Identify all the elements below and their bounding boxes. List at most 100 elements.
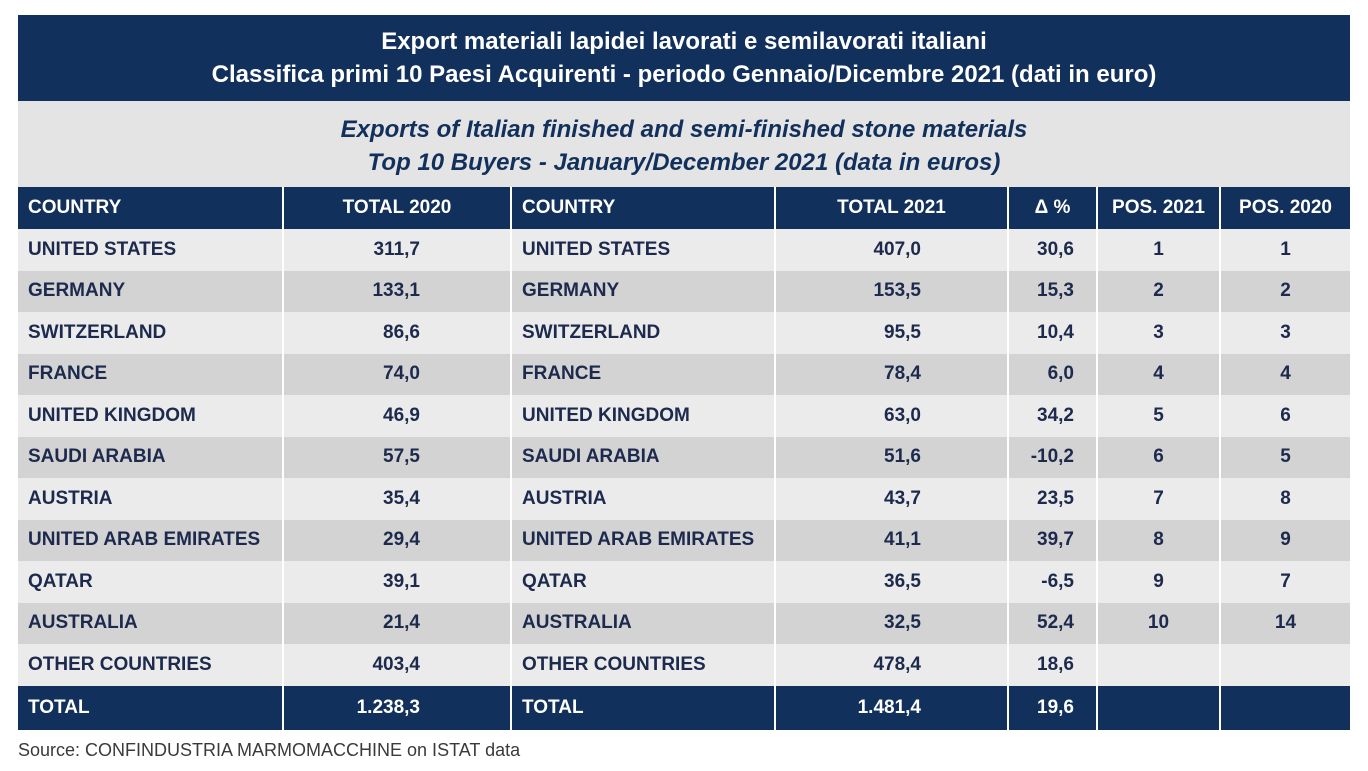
cell-pos-2021: 2 — [1096, 270, 1220, 312]
cell-country-2021: UNITED STATES — [510, 229, 775, 271]
table-row: QATAR 39,1 QATAR 36,5 -6,5 9 7 — [18, 561, 1350, 603]
buyers-table: COUNTRY TOTAL 2020 COUNTRY TOTAL 2021 Δ … — [18, 187, 1350, 730]
cell-pos-2021: 9 — [1096, 561, 1220, 603]
table-row: OTHER COUNTRIES 403,4 OTHER COUNTRIES 478,4… — [18, 644, 1350, 686]
cell-delta: 23,5 — [1007, 478, 1097, 520]
total-cell-pos-2020 — [1219, 685, 1350, 730]
table-row: SAUDI ARABIA 57,5 SAUDI ARABIA 51,6 -10,2 6 5 — [18, 436, 1350, 478]
english-title-line2: Top 10 Buyers - January/December 2021 (d… — [367, 149, 1001, 176]
cell-pos-2021: 5 — [1096, 395, 1220, 437]
cell-pos-2020: 14 — [1219, 602, 1350, 644]
english-title-line1: Exports of Italian finished and semi-fin… — [340, 116, 1028, 143]
table-row: SWITZERLAND 86,6 SWITZERLAND 95,5 10,4 3 3 — [18, 312, 1350, 354]
cell-country-2020: AUSTRIA — [18, 478, 283, 520]
cell-pos-2020: 5 — [1219, 436, 1350, 478]
table-row: UNITED KINGDOM 46,9 UNITED KINGDOM 63,0 34,2… — [18, 395, 1350, 437]
cell-total-2021: 63,0 — [774, 395, 1008, 437]
cell-country-2021: AUSTRALIA — [510, 602, 775, 644]
cell-pos-2020: 6 — [1219, 395, 1350, 437]
total-cell-country-2021: TOTAL — [510, 685, 775, 730]
cell-delta: 39,7 — [1007, 519, 1097, 561]
cell-country-2020: UNITED KINGDOM — [18, 395, 283, 437]
cell-delta: 30,6 — [1007, 229, 1097, 271]
cell-total-2021: 78,4 — [774, 353, 1008, 395]
cell-country-2020: AUSTRALIA — [18, 602, 283, 644]
cell-total-2020: 39,1 — [282, 561, 511, 603]
cell-pos-2021: 8 — [1096, 519, 1220, 561]
cell-country-2020: SWITZERLAND — [18, 312, 283, 354]
header-country-2021: COUNTRY — [510, 187, 775, 229]
cell-country-2021: OTHER COUNTRIES — [510, 644, 775, 686]
cell-delta: 52,4 — [1007, 602, 1097, 644]
cell-total-2021: 51,6 — [774, 436, 1008, 478]
cell-pos-2021: 3 — [1096, 312, 1220, 354]
italian-title-block: Export materiali lapidei lavorati e semi… — [18, 15, 1350, 101]
table-row: UNITED ARAB EMIRATES 29,4 UNITED ARAB EMIR… — [18, 519, 1350, 561]
table-row: AUSTRIA 35,4 AUSTRIA 43,7 23,5 7 8 — [18, 478, 1350, 520]
cell-pos-2020: 4 — [1219, 353, 1350, 395]
cell-country-2021: SWITZERLAND — [510, 312, 775, 354]
cell-delta: 34,2 — [1007, 395, 1097, 437]
total-cell-pos-2021 — [1096, 685, 1220, 730]
header-delta: Δ % — [1007, 187, 1097, 229]
source-note: Source: CONFINDUSTRIA MARMOMACCHINE on I… — [18, 740, 521, 760]
cell-total-2021: 478,4 — [774, 644, 1008, 686]
table-row: GERMANY 133,1 GERMANY 153,5 15,3 2 2 — [18, 270, 1350, 312]
header-country-2020: COUNTRY — [18, 187, 283, 229]
cell-country-2020: SAUDI ARABIA — [18, 436, 283, 478]
table-row: AUSTRALIA 21,4 AUSTRALIA 32,5 52,4 10 14 — [18, 602, 1350, 644]
cell-country-2021: UNITED KINGDOM — [510, 395, 775, 437]
header-total-2021: TOTAL 2021 — [774, 187, 1008, 229]
cell-pos-2020: 8 — [1219, 478, 1350, 520]
cell-country-2021: SAUDI ARABIA — [510, 436, 775, 478]
cell-country-2021: UNITED ARAB EMIRATES — [510, 519, 775, 561]
cell-total-2020: 311,7 — [282, 229, 511, 271]
table-row: FRANCE 74,0 FRANCE 78,4 6,0 4 4 — [18, 353, 1350, 395]
cell-total-2020: 46,9 — [282, 395, 511, 437]
cell-country-2021: FRANCE — [510, 353, 775, 395]
total-cell-country-2020: TOTAL — [18, 685, 283, 730]
cell-pos-2020: 7 — [1219, 561, 1350, 603]
cell-total-2021: 153,5 — [774, 270, 1008, 312]
cell-country-2020: UNITED ARAB EMIRATES — [18, 519, 283, 561]
cell-country-2020: OTHER COUNTRIES — [18, 644, 283, 686]
cell-total-2020: 74,0 — [282, 353, 511, 395]
cell-country-2021: QATAR — [510, 561, 775, 603]
cell-total-2021: 32,5 — [774, 602, 1008, 644]
cell-pos-2021 — [1096, 644, 1220, 686]
cell-delta: 10,4 — [1007, 312, 1097, 354]
cell-pos-2020 — [1219, 644, 1350, 686]
table-body: UNITED STATES 311,7 UNITED STATES 407,0 30,6… — [18, 229, 1350, 730]
header-total-2020: TOTAL 2020 — [282, 187, 511, 229]
cell-total-2021: 41,1 — [774, 519, 1008, 561]
cell-country-2020: GERMANY — [18, 270, 283, 312]
total-cell-delta: 19,6 — [1007, 685, 1097, 730]
cell-pos-2020: 9 — [1219, 519, 1350, 561]
stone-export-table-figure: Export materiali lapidei lavorati e semi… — [18, 15, 1350, 730]
cell-country-2021: GERMANY — [510, 270, 775, 312]
cell-total-2020: 35,4 — [282, 478, 511, 520]
italian-title-line2: Classifica primi 10 Paesi Acquirenti - p… — [211, 61, 1157, 88]
header-pos-2020: POS. 2020 — [1219, 187, 1350, 229]
cell-country-2020: UNITED STATES — [18, 229, 283, 271]
header-pos-2021: POS. 2021 — [1096, 187, 1220, 229]
cell-country-2020: FRANCE — [18, 353, 283, 395]
cell-pos-2021: 4 — [1096, 353, 1220, 395]
cell-total-2021: 407,0 — [774, 229, 1008, 271]
english-title-block: Exports of Italian finished and semi-fin… — [18, 101, 1350, 187]
cell-total-2021: 43,7 — [774, 478, 1008, 520]
total-row: TOTAL 1.238,3 TOTAL 1.481,4 19,6 — [18, 685, 1350, 730]
cell-delta: 18,6 — [1007, 644, 1097, 686]
total-cell-total-2021: 1.481,4 — [774, 685, 1008, 730]
cell-total-2020: 57,5 — [282, 436, 511, 478]
table-row: UNITED STATES 311,7 UNITED STATES 407,0 30,6… — [18, 229, 1350, 271]
cell-country-2021: AUSTRIA — [510, 478, 775, 520]
cell-delta: -10,2 — [1007, 436, 1097, 478]
cell-pos-2020: 3 — [1219, 312, 1350, 354]
cell-delta: 6,0 — [1007, 353, 1097, 395]
cell-country-2020: QATAR — [18, 561, 283, 603]
cell-pos-2021: 1 — [1096, 229, 1220, 271]
cell-pos-2021: 10 — [1096, 602, 1220, 644]
cell-total-2020: 403,4 — [282, 644, 511, 686]
cell-pos-2020: 2 — [1219, 270, 1350, 312]
